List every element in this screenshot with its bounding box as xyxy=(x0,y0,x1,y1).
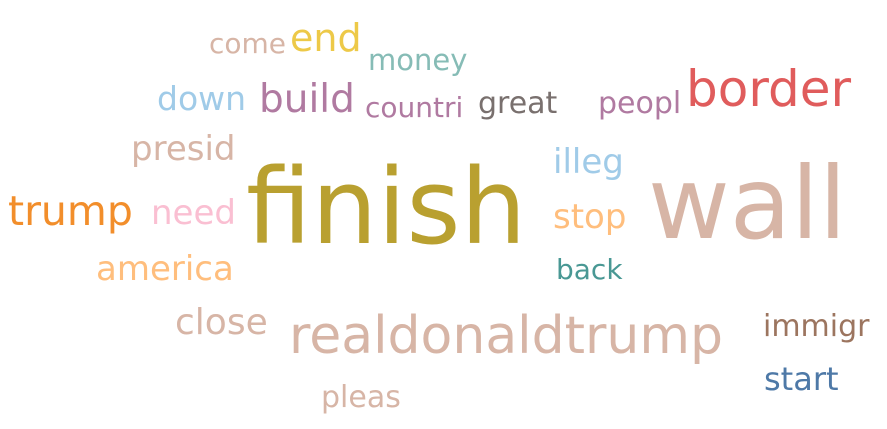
word-come: come xyxy=(209,27,287,60)
word-realdonaldtrump: realdonaldtrump xyxy=(289,306,724,366)
word-great: great xyxy=(478,86,558,121)
word-stop: stop xyxy=(553,197,627,237)
word-finish: finish xyxy=(246,146,527,268)
word-peopl: peopl xyxy=(598,86,682,121)
word-money: money xyxy=(368,43,468,77)
word-back: back xyxy=(556,253,623,286)
word-border: border xyxy=(686,60,852,118)
word-need: need xyxy=(151,193,236,233)
word-start: start xyxy=(764,360,839,398)
word-america: america xyxy=(96,249,234,289)
word-presid: presid xyxy=(131,129,236,169)
word-immigr: immigr xyxy=(763,309,870,344)
word-illeg: illeg xyxy=(553,142,624,182)
word-pleas: pleas xyxy=(321,380,401,415)
word-close: close xyxy=(175,302,268,343)
word-end: end xyxy=(290,16,362,60)
word-countri: countri xyxy=(365,91,464,124)
word-build: build xyxy=(259,77,355,122)
word-wall: wall xyxy=(648,145,847,262)
word-trump: trump xyxy=(8,187,133,235)
word-down: down xyxy=(157,79,247,118)
